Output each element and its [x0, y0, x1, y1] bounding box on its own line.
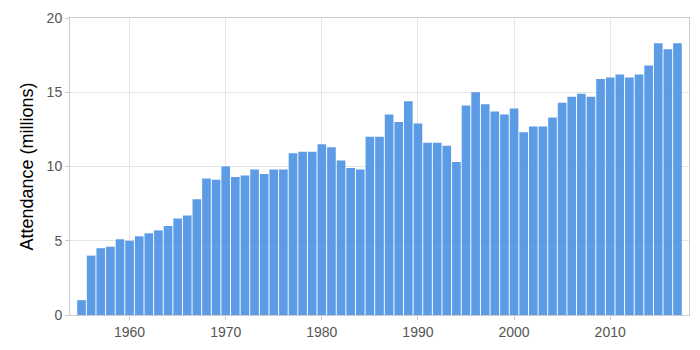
svg-text:Attendance (millions): Attendance (millions): [17, 82, 37, 250]
svg-text:2000: 2000: [498, 324, 529, 340]
svg-text:1980: 1980: [306, 324, 337, 340]
svg-text:1990: 1990: [402, 324, 433, 340]
svg-text:15: 15: [47, 84, 63, 100]
svg-text:0: 0: [54, 307, 62, 323]
svg-text:20: 20: [47, 10, 63, 26]
svg-text:10: 10: [47, 158, 63, 174]
svg-text:2010: 2010: [595, 324, 626, 340]
svg-text:1970: 1970: [210, 324, 241, 340]
svg-text:5: 5: [54, 233, 62, 249]
svg-text:1960: 1960: [114, 324, 145, 340]
